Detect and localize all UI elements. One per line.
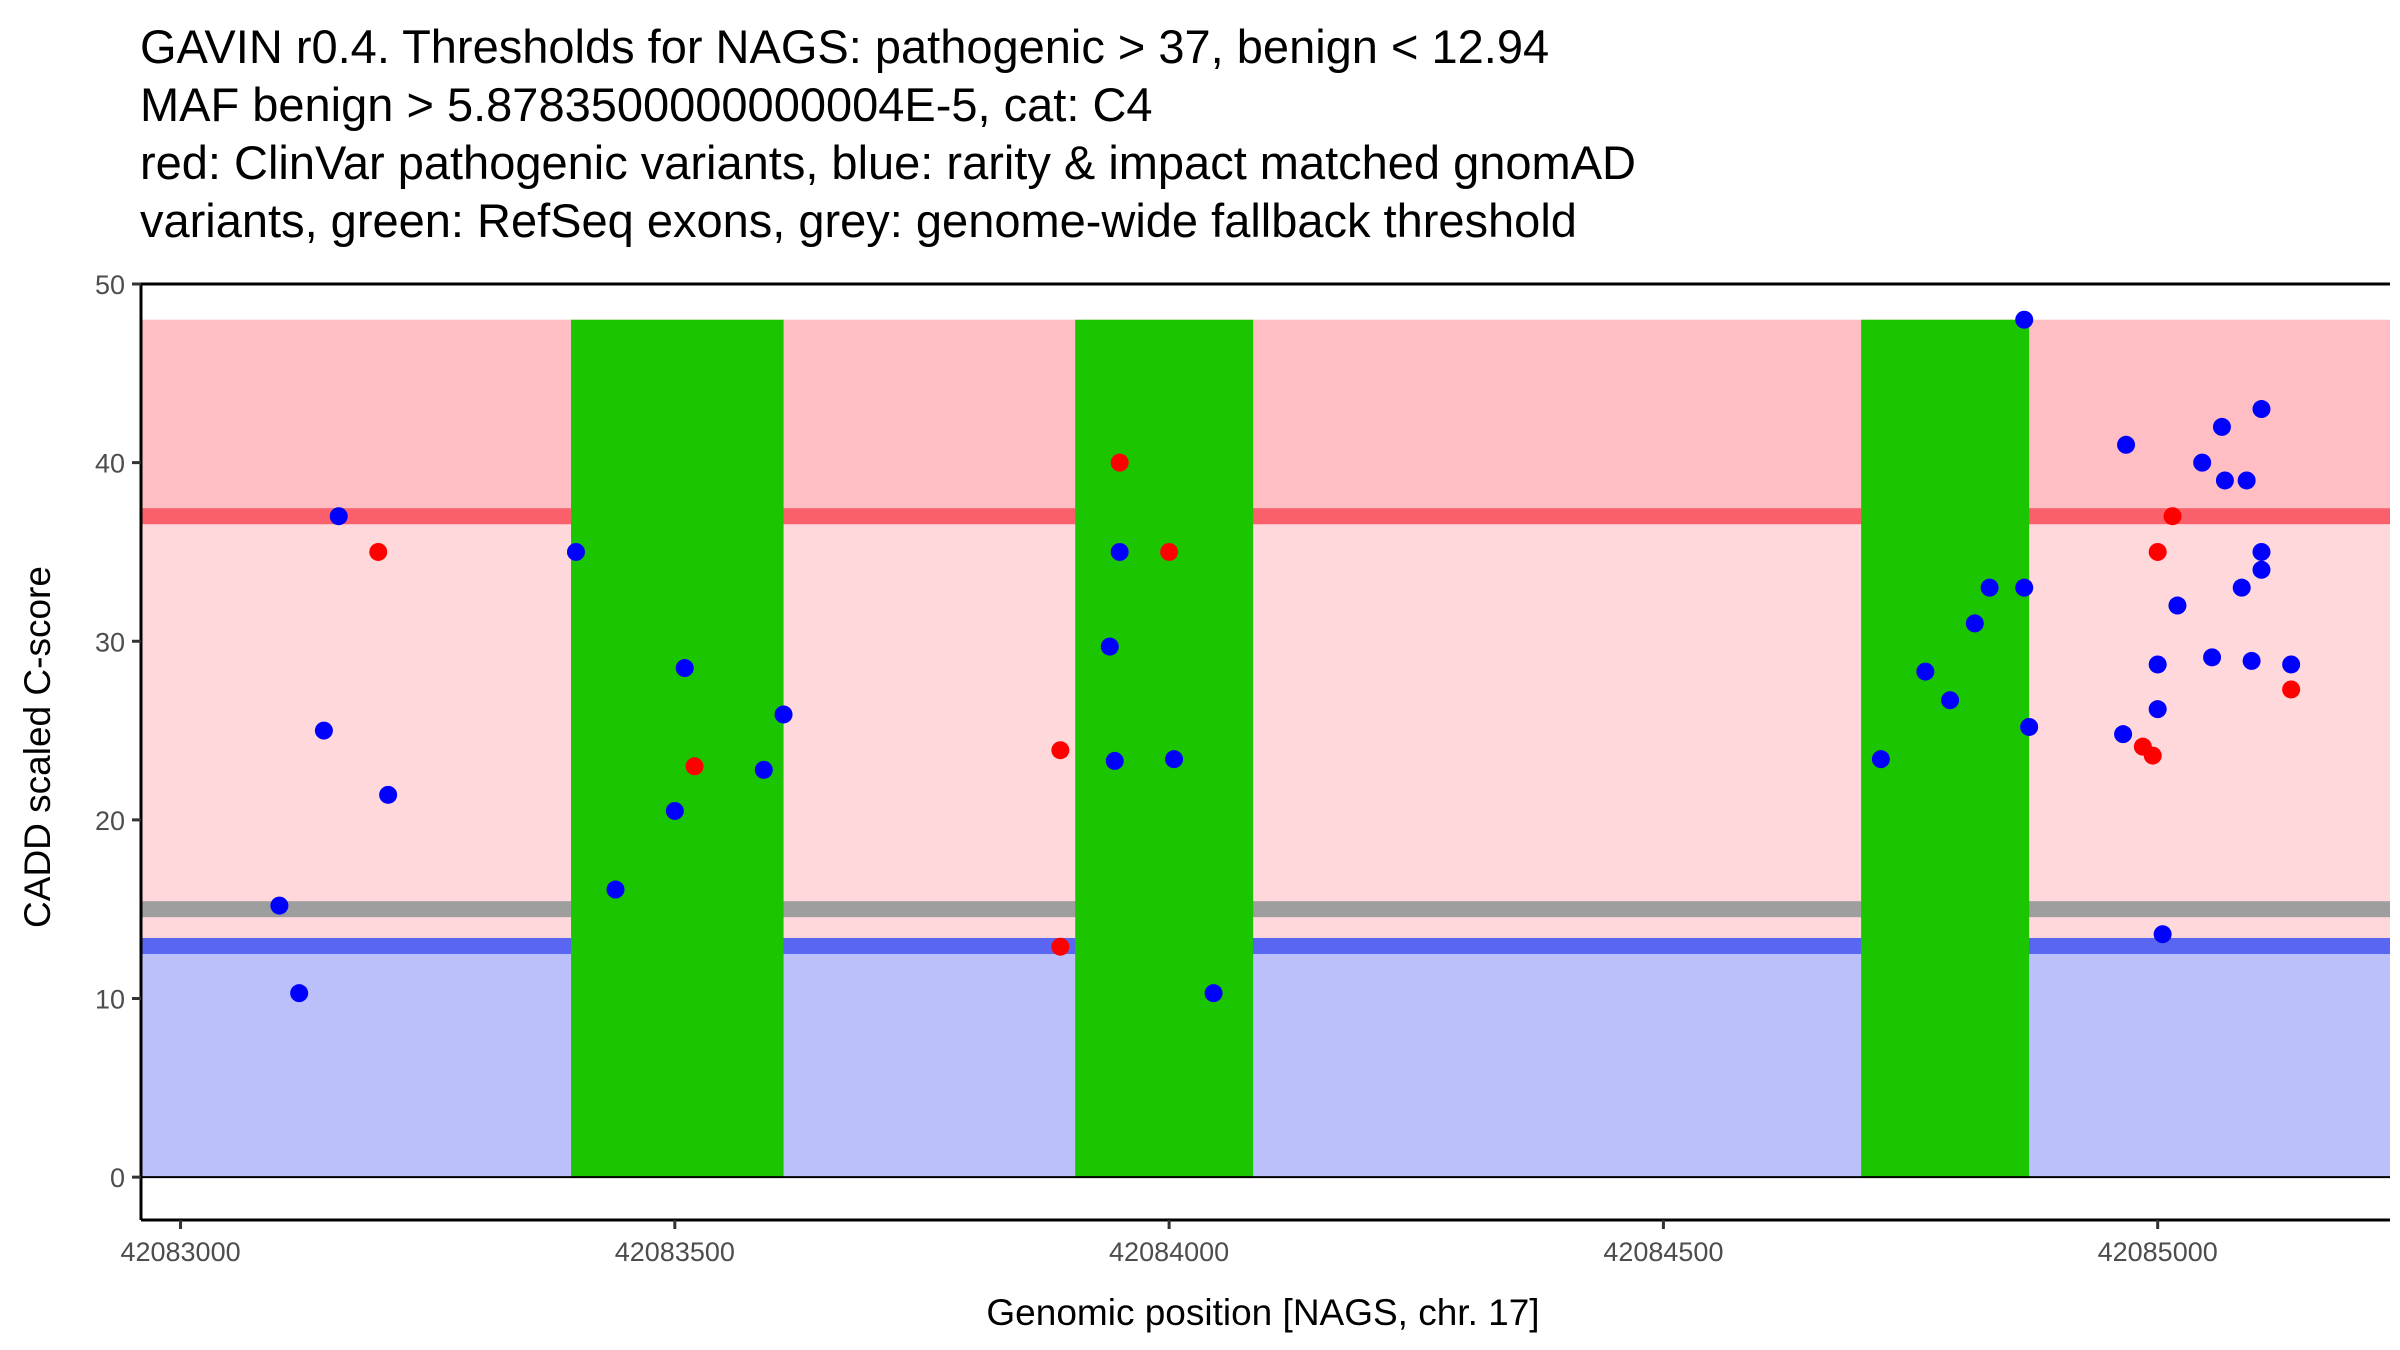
clinvar-pathogenic-variants-point-11 <box>2282 680 2301 699</box>
clinvar-pathogenic-variants-point-9 <box>2148 542 2167 561</box>
pathogenic-threshold <box>141 508 2390 525</box>
title-line-2: MAF benign > 5.8783500000000004E-5, cat:… <box>140 78 1153 131</box>
gnomad-variants-point-5 <box>379 785 398 804</box>
title-line-1: GAVIN r0.4. Thresholds for NAGS: pathoge… <box>140 20 1550 73</box>
exon-band-2 <box>1075 319 1254 1178</box>
y-tick-label-30: 30 <box>95 627 125 657</box>
gnomad-variants-point-12 <box>1100 637 1119 656</box>
clinvar-pathogenic-variants-point-1 <box>369 542 388 561</box>
gnomad-variants-point-24 <box>2020 717 2039 736</box>
gnomad-variants-point-10 <box>754 760 773 779</box>
gnomad-variants-point-37 <box>2242 651 2261 670</box>
x-tick-label-42083500: 42083500 <box>615 1237 735 1267</box>
chart-title: GAVIN r0.4. Thresholds for NAGS: pathoge… <box>140 18 2380 250</box>
y-tick-label-0: 0 <box>110 1163 125 1193</box>
y-tick-label-20: 20 <box>95 806 125 836</box>
gnomad-variants-point-36 <box>2237 471 2256 490</box>
gnomad-variants-point-30 <box>2168 596 2187 615</box>
gnomad-variants-point-15 <box>1165 750 1184 769</box>
y-tick-label-10: 10 <box>95 985 125 1015</box>
data-points <box>270 310 2301 1003</box>
gnomad-variants-point-26 <box>2117 435 2136 454</box>
gnomad-variants-point-16 <box>1204 984 1223 1003</box>
clinvar-pathogenic-variants-point-6 <box>1160 542 1179 561</box>
y-tick-label-50: 50 <box>95 270 125 300</box>
gnomad-variants-point-14 <box>1110 542 1129 561</box>
gnomad-variants-point-6 <box>566 542 585 561</box>
intermediate-region <box>141 516 2390 946</box>
gnomad-variants-point-40 <box>2252 560 2271 579</box>
exon-band-3 <box>1861 319 2030 1178</box>
gnomad-variants-point-20 <box>1965 614 1984 633</box>
title-line-3: red: ClinVar pathogenic variants, blue: … <box>140 136 1636 189</box>
gnomad-variants-point-8 <box>665 801 684 820</box>
gnomad-variants-point-25 <box>2114 725 2133 744</box>
gnomad-variants-point-31 <box>2193 453 2212 472</box>
fallback-threshold <box>141 901 2390 918</box>
gnomad-variants-point-4 <box>329 507 348 526</box>
gnomad-variants-point-22 <box>2015 310 2034 329</box>
axes: 0 10 20 30 40 50 42083000 42083500 42084000 42084… <box>95 270 2390 1267</box>
clinvar-pathogenic-variants-point-10 <box>2163 507 2182 526</box>
exon-band-1 <box>571 319 784 1178</box>
gnomad-variants-point-35 <box>2232 578 2251 597</box>
gnomad-variants-point-19 <box>1941 691 1960 710</box>
y-axis-title: CADD scaled C-score <box>17 566 58 928</box>
clinvar-pathogenic-variants-point-5 <box>1110 453 1129 472</box>
exon-bands <box>571 319 2030 1178</box>
clinvar-pathogenic-variants-point-2 <box>685 757 704 776</box>
gnomad-variants-point-13 <box>1105 751 1124 770</box>
gnomad-variants-point-3 <box>314 721 333 740</box>
gnomad-variants-point-9 <box>675 659 694 678</box>
gnomad-variants-point-21 <box>1980 578 1999 597</box>
gnomad-variants-point-28 <box>2148 700 2167 719</box>
threshold-regions <box>141 319 2390 1178</box>
y-tick-label-40: 40 <box>95 449 125 479</box>
gnomad-variants-point-41 <box>2282 655 2301 674</box>
gnomad-variants-point-33 <box>2212 417 2231 436</box>
title-line-4: variants, green: RefSeq exons, grey: gen… <box>140 194 1577 247</box>
gnomad-variants-point-39 <box>2252 542 2271 561</box>
gnomad-variants-point-18 <box>1916 662 1935 681</box>
pathogenic-region <box>141 319 2390 517</box>
x-tick-label-42085000: 42085000 <box>2098 1237 2218 1267</box>
gnomad-variants-point-2 <box>290 984 309 1003</box>
gnomad-variants-point-34 <box>2215 471 2234 490</box>
gnomad-variants-point-7 <box>606 880 625 899</box>
gnomad-variants-point-29 <box>2153 925 2172 944</box>
benign-threshold <box>141 937 2390 954</box>
gnomad-variants-point-17 <box>1871 750 1890 769</box>
gnomad-variants-point-11 <box>774 705 793 724</box>
clinvar-pathogenic-variants-point-8 <box>2143 746 2162 765</box>
gnomad-variants-point-23 <box>2015 578 2034 597</box>
benign-region <box>141 945 2390 1178</box>
clinvar-pathogenic-variants-point-3 <box>1051 937 1070 956</box>
x-tick-label-42083000: 42083000 <box>120 1237 240 1267</box>
x-tick-label-42084500: 42084500 <box>1603 1237 1723 1267</box>
x-axis-title: Genomic position [NAGS, chr. 17] <box>986 1292 1539 1333</box>
gnomad-variants-point-1 <box>270 896 289 915</box>
gnomad-variants-point-38 <box>2252 400 2271 419</box>
x-tick-label-42084000: 42084000 <box>1109 1237 1229 1267</box>
gnomad-variants-point-27 <box>2148 655 2167 674</box>
gnomad-variants-point-32 <box>2203 648 2222 667</box>
clinvar-pathogenic-variants-point-4 <box>1051 741 1070 760</box>
